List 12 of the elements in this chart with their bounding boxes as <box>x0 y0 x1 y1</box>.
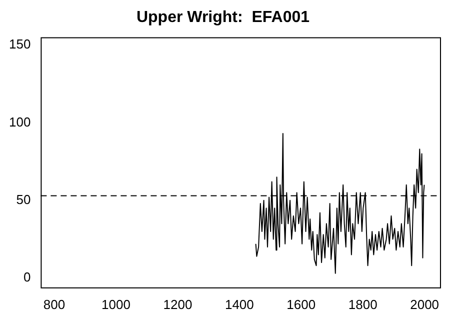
y-tick-label: 50 <box>16 192 31 207</box>
x-tick-label: 1200 <box>163 296 192 312</box>
x-tick-label: 2000 <box>410 296 440 312</box>
x-tick-label: 1600 <box>286 296 316 312</box>
x-tick-label: 1800 <box>348 296 378 312</box>
x-tick-label: 1400 <box>224 296 254 312</box>
y-tick-label: 100 <box>8 114 31 130</box>
y-tick-label: 0 <box>23 270 31 285</box>
x-tick-label: 1000 <box>102 296 130 312</box>
y-tick-label: 150 <box>8 36 31 52</box>
chart-title: Upper Wright: EFA001 <box>136 9 310 26</box>
x-tick-label: 800 <box>43 296 66 312</box>
